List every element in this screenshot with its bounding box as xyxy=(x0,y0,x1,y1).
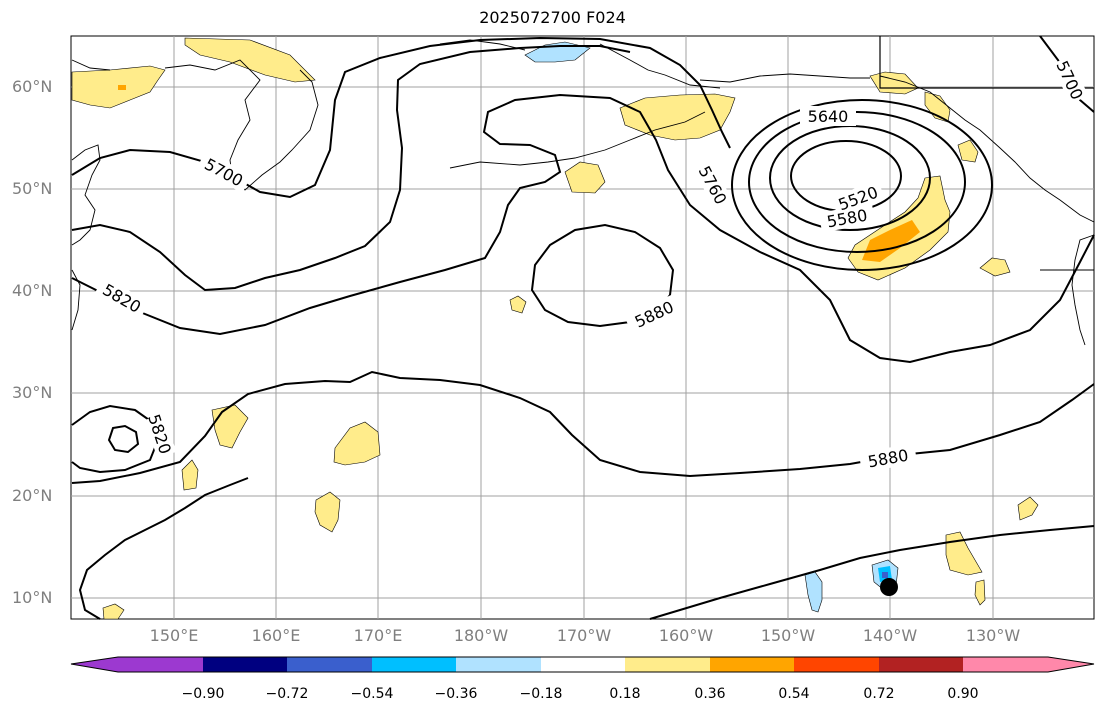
colorbar-segment xyxy=(879,657,963,672)
colorbar-tick-label: 0.36 xyxy=(694,686,726,702)
colorbar-tick-label: 0.72 xyxy=(863,686,895,702)
colorbar-segment xyxy=(287,657,372,672)
colorbar-segment xyxy=(372,657,456,672)
colorbar-tick-label: −0.72 xyxy=(265,686,309,702)
storm-center-marker xyxy=(880,578,898,596)
lon-label: 140°W xyxy=(862,626,918,645)
colorbar-segment xyxy=(118,657,203,672)
colorbar-tick-label: −0.18 xyxy=(519,686,563,702)
colorbar-segment xyxy=(963,657,1048,672)
colorbar-outline xyxy=(70,656,1095,673)
map-title: 2025072700 F024 xyxy=(479,8,626,27)
colorbar-tick-label: 0.54 xyxy=(778,686,810,702)
colorbar-tick-label: −0.90 xyxy=(181,686,225,702)
lon-label: 150°W xyxy=(760,626,816,645)
lat-label: 50°N xyxy=(12,179,53,198)
colorbar-segment xyxy=(541,657,625,672)
lon-label: 150°E xyxy=(149,626,199,645)
colorbar-extend-high xyxy=(1048,657,1094,672)
contour-label-bg xyxy=(94,55,1089,473)
lat-label: 60°N xyxy=(12,77,53,96)
lon-label: 180°W xyxy=(453,626,509,645)
lat-label: 30°N xyxy=(12,383,53,402)
lon-label: 160°W xyxy=(658,626,714,645)
lat-label: 10°N xyxy=(12,588,53,607)
map-frame xyxy=(70,35,1095,620)
colorbar-tick-label: −0.36 xyxy=(434,686,478,702)
contour-label: 5640 xyxy=(808,107,849,126)
height-contours xyxy=(71,35,1095,620)
colorbar-segment xyxy=(456,657,541,672)
lat-label: 40°N xyxy=(12,281,53,300)
colorbar-segment xyxy=(710,657,794,672)
colorbar-segment xyxy=(794,657,879,672)
colorbar xyxy=(70,656,1095,673)
lon-label: 160°E xyxy=(251,626,301,645)
coastlines xyxy=(71,36,1095,346)
lon-label: 170°E xyxy=(353,626,403,645)
colorbar-tick-label: 0.90 xyxy=(947,686,979,702)
colorbar-extend-low xyxy=(71,657,118,672)
colorbar-segment xyxy=(203,657,287,672)
colorbar-segment xyxy=(625,657,710,672)
colorbar-tick-label: 0.18 xyxy=(609,686,641,702)
lon-label: 170°W xyxy=(556,626,612,645)
lat-label: 20°N xyxy=(12,486,53,505)
colorbar-tick-label: −0.54 xyxy=(350,686,394,702)
lon-label: 130°W xyxy=(965,626,1021,645)
